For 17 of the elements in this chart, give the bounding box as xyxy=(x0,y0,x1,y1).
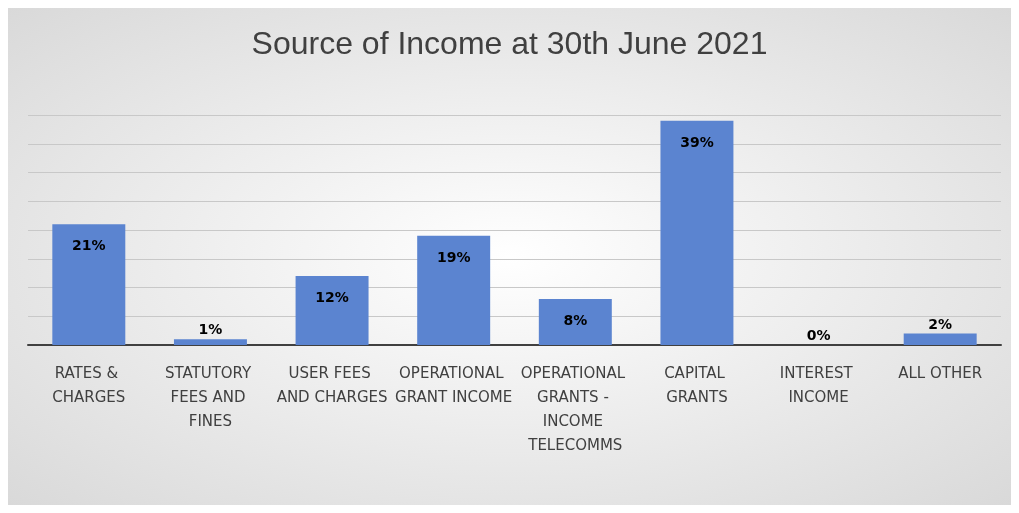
data-label: 19% xyxy=(436,248,471,265)
x-tick-label: RATES & CHARGES xyxy=(52,364,126,406)
x-tick-label: INTEREST INCOME xyxy=(779,364,858,406)
data-label: 2% xyxy=(928,315,953,332)
data-label: 8% xyxy=(563,312,588,328)
data-label: 1% xyxy=(198,321,223,338)
data-label: 12% xyxy=(315,289,349,305)
x-tick-label: ALL OTHER xyxy=(898,364,983,382)
chart-title: Source of Income at 30th June 2021 xyxy=(251,25,768,61)
data-label: 0% xyxy=(806,327,831,343)
x-tick-label: USER FEES AND CHARGES xyxy=(276,364,388,406)
x-tick-label: OPERATIONAL GRANTS - INCOME TELECOMMS xyxy=(520,364,630,454)
x-tick-label: OPERATIONAL GRANT INCOME xyxy=(395,364,513,406)
x-tick-label: STATUTORY FEES AND FINES xyxy=(164,364,256,430)
x-tick-label: CAPITAL GRANTS xyxy=(664,364,730,406)
data-label: 39% xyxy=(680,133,714,150)
data-label: 21% xyxy=(72,237,106,254)
